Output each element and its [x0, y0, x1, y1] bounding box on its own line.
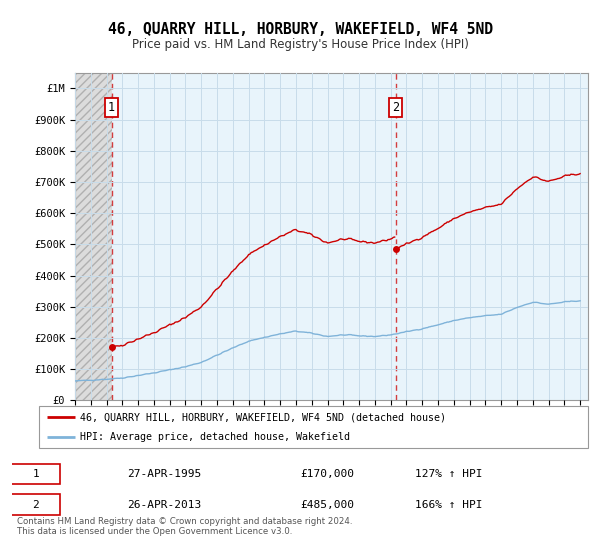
Text: 2: 2 [32, 500, 39, 510]
Text: 27-APR-1995: 27-APR-1995 [127, 469, 202, 479]
Text: Price paid vs. HM Land Registry's House Price Index (HPI): Price paid vs. HM Land Registry's House … [131, 38, 469, 51]
FancyBboxPatch shape [11, 494, 60, 515]
Text: 1: 1 [108, 101, 115, 114]
Text: HPI: Average price, detached house, Wakefield: HPI: Average price, detached house, Wake… [80, 432, 350, 442]
FancyBboxPatch shape [11, 464, 60, 484]
Text: £170,000: £170,000 [300, 469, 354, 479]
Text: Contains HM Land Registry data © Crown copyright and database right 2024.
This d: Contains HM Land Registry data © Crown c… [17, 517, 352, 536]
Bar [75, 73, 112, 400]
Text: 1: 1 [32, 469, 39, 479]
Text: £485,000: £485,000 [300, 500, 354, 510]
Text: 2: 2 [392, 101, 400, 114]
Text: 46, QUARRY HILL, HORBURY, WAKEFIELD, WF4 5ND (detached house): 46, QUARRY HILL, HORBURY, WAKEFIELD, WF4… [80, 412, 446, 422]
FancyBboxPatch shape [39, 406, 588, 448]
Text: 46, QUARRY HILL, HORBURY, WAKEFIELD, WF4 5ND: 46, QUARRY HILL, HORBURY, WAKEFIELD, WF4… [107, 22, 493, 38]
Text: 26-APR-2013: 26-APR-2013 [127, 500, 202, 510]
Text: 166% ↑ HPI: 166% ↑ HPI [415, 500, 482, 510]
Text: 127% ↑ HPI: 127% ↑ HPI [415, 469, 482, 479]
